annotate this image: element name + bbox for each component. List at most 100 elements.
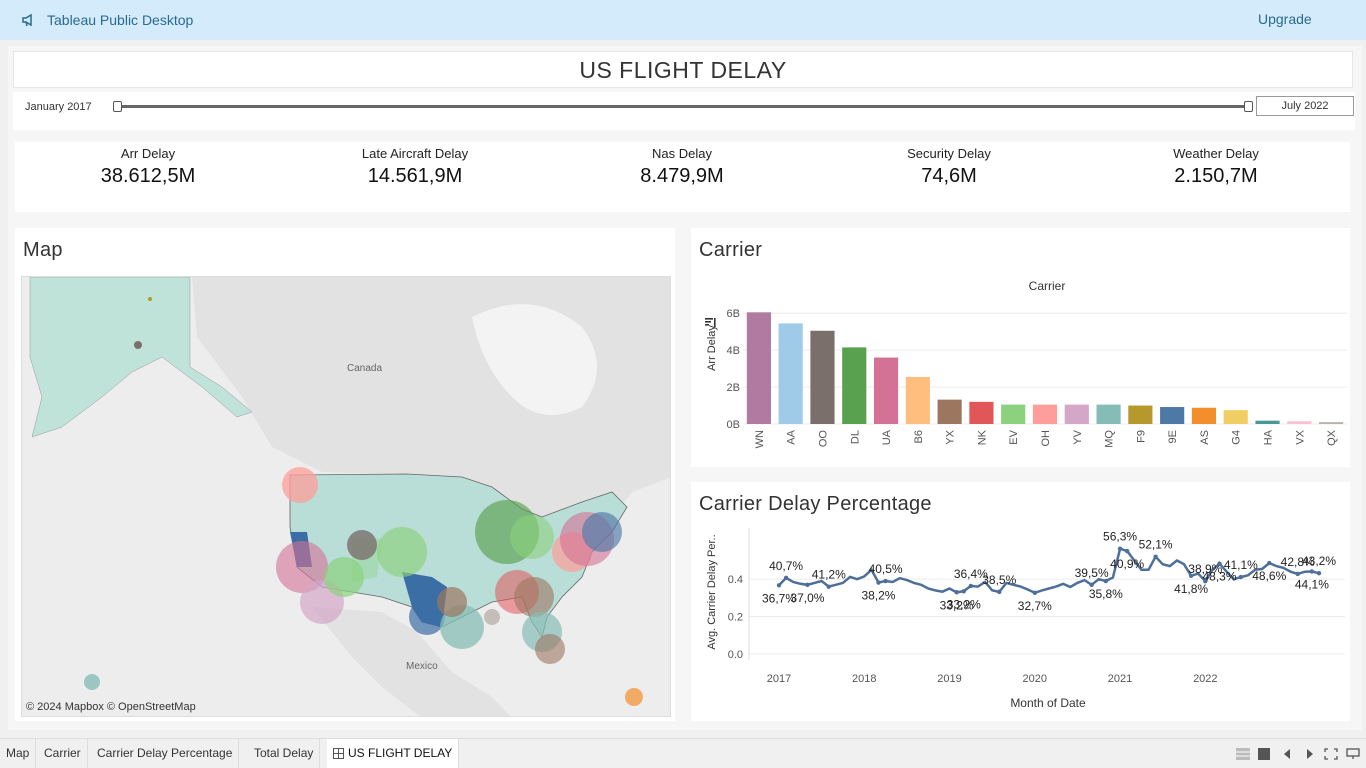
carrier-bar[interactable] (1287, 421, 1312, 424)
carrier-panel: Carrier Carrier Arr Delay 0B 2B 4B 6B WN AA O… (691, 228, 1350, 467)
carrier-bar[interactable] (1223, 410, 1248, 424)
line-point[interactable] (997, 589, 1002, 595)
map-label-mexico: Mexico (406, 661, 438, 672)
airport-bubble[interactable] (510, 515, 554, 559)
data-label: 32,7% (1018, 599, 1052, 613)
airport-bubble[interactable] (148, 297, 152, 301)
tab-total-delay[interactable]: Total Delay (248, 739, 321, 768)
carrier-bar[interactable] (778, 323, 803, 424)
x-tick-label: EV (1008, 429, 1020, 444)
sheet-tab-bar: Map Carrier Carrier Delay Percentage Tot… (0, 738, 1366, 768)
airport-bubble[interactable] (535, 634, 565, 664)
line-point[interactable] (783, 575, 789, 581)
sort-descending-icon[interactable] (705, 318, 716, 327)
line-point[interactable] (1238, 574, 1244, 580)
line-point[interactable] (776, 583, 782, 588)
carrier-bar[interactable] (1032, 404, 1058, 424)
line-point[interactable] (961, 589, 966, 594)
line-point[interactable] (1217, 561, 1222, 566)
line-point[interactable] (1032, 590, 1037, 596)
delay-pct-line[interactable] (778, 547, 1320, 595)
carrier-bar[interactable] (905, 376, 930, 424)
line-point[interactable] (1203, 579, 1208, 584)
filmstrip-icon[interactable] (1258, 748, 1270, 760)
data-label: 36,7% (762, 591, 796, 605)
carrier-bar[interactable] (1128, 405, 1153, 424)
data-label: 56,3% (1103, 530, 1137, 544)
tab-carrier[interactable]: Carrier (38, 739, 88, 768)
tab-us-flight-delay[interactable]: US FLIGHT DELAY (327, 739, 460, 768)
airport-bubble[interactable] (409, 599, 445, 635)
carrier-bar[interactable] (1001, 404, 1026, 424)
line-point[interactable] (954, 590, 959, 595)
line-point[interactable] (1316, 570, 1322, 576)
airport-bubble[interactable] (282, 467, 318, 503)
carrier-bar[interactable] (1319, 422, 1344, 424)
carrier-bar[interactable] (842, 347, 867, 424)
next-sheet-icon[interactable] (1306, 748, 1314, 760)
carrier-bar[interactable] (1191, 407, 1217, 424)
line-point[interactable] (1295, 571, 1300, 577)
airport-bubble[interactable] (625, 688, 643, 706)
line-point[interactable] (876, 580, 881, 585)
carrier-bar[interactable] (1096, 404, 1121, 424)
line-point[interactable] (1309, 569, 1315, 574)
line-point[interactable] (1267, 560, 1272, 566)
previous-sheet-icon[interactable] (1283, 748, 1291, 760)
x-tick-label: 2022 (1193, 673, 1217, 685)
kpi-label: Weather Delay (1173, 146, 1259, 161)
upgrade-link[interactable]: Upgrade (1258, 11, 1312, 27)
sheet-sorter-icon[interactable] (1236, 748, 1250, 760)
alaska-shape (29, 277, 253, 438)
map-view[interactable]: Canada Mexico © 2024 Mapbox © OpenStreet… (21, 276, 671, 717)
airport-bubble[interactable] (514, 577, 554, 617)
carrier-bar[interactable] (746, 312, 771, 424)
map-panel-title: Map (23, 239, 63, 261)
carrier-bar[interactable] (873, 357, 899, 424)
tab-carrier-delay-percentage[interactable]: Carrier Delay Percentage (91, 739, 240, 768)
x-tick-label: 9E (1167, 430, 1179, 443)
carrier-bar[interactable] (1255, 420, 1280, 424)
line-point[interactable] (1103, 578, 1109, 584)
line-point[interactable] (1089, 582, 1094, 587)
cdp-x-axis-label: Month of Date (1010, 696, 1086, 710)
line-point[interactable] (805, 582, 810, 587)
date-range-end-handle[interactable] (1244, 101, 1253, 112)
airport-bubble[interactable] (347, 530, 377, 560)
airport-bubble[interactable] (276, 541, 328, 593)
line-point[interactable] (1153, 554, 1158, 559)
line-point[interactable] (1188, 573, 1194, 578)
tab-map[interactable]: Map (0, 739, 37, 768)
line-point[interactable] (1124, 548, 1130, 554)
airport-bubble[interactable] (84, 674, 100, 690)
carrier-bar[interactable] (1160, 407, 1185, 424)
kpi-value: 38.612,5M (100, 165, 196, 187)
carrier-bar[interactable] (1064, 404, 1089, 424)
carrier-bar[interactable] (810, 330, 835, 424)
carrier-bar[interactable] (937, 399, 962, 424)
date-range-track[interactable] (118, 105, 1248, 108)
airport-bubble[interactable] (437, 587, 467, 617)
y-tick-label: 0B (727, 419, 740, 431)
line-point[interactable] (968, 583, 974, 589)
data-label: 42,8% (1281, 555, 1315, 569)
line-point[interactable] (883, 578, 888, 584)
data-label: 38,2% (861, 589, 895, 603)
carrier-bar[interactable] (969, 401, 994, 424)
airport-bubble[interactable] (582, 512, 622, 552)
kpi-value: 14.561,9M (367, 165, 463, 187)
airport-bubble[interactable] (484, 609, 500, 625)
kpi-strip: Arr Delay 38.612,5M Late Aircraft Delay … (15, 142, 1350, 212)
airport-bubble[interactable] (134, 341, 142, 349)
line-point[interactable] (1117, 546, 1123, 551)
fullscreen-icon[interactable] (1324, 748, 1338, 760)
x-tick-label: OH (1040, 430, 1052, 447)
map-graphic: Canada Mexico (29, 277, 670, 716)
data-label: 52,1% (1139, 538, 1173, 552)
date-range-end-field[interactable]: July 2022 (1256, 96, 1354, 116)
presentation-mode-icon[interactable] (1346, 748, 1360, 760)
line-point[interactable] (826, 584, 831, 589)
date-range-start-handle[interactable] (113, 101, 122, 112)
airport-bubble[interactable] (324, 557, 364, 597)
airport-bubble[interactable] (377, 527, 427, 577)
